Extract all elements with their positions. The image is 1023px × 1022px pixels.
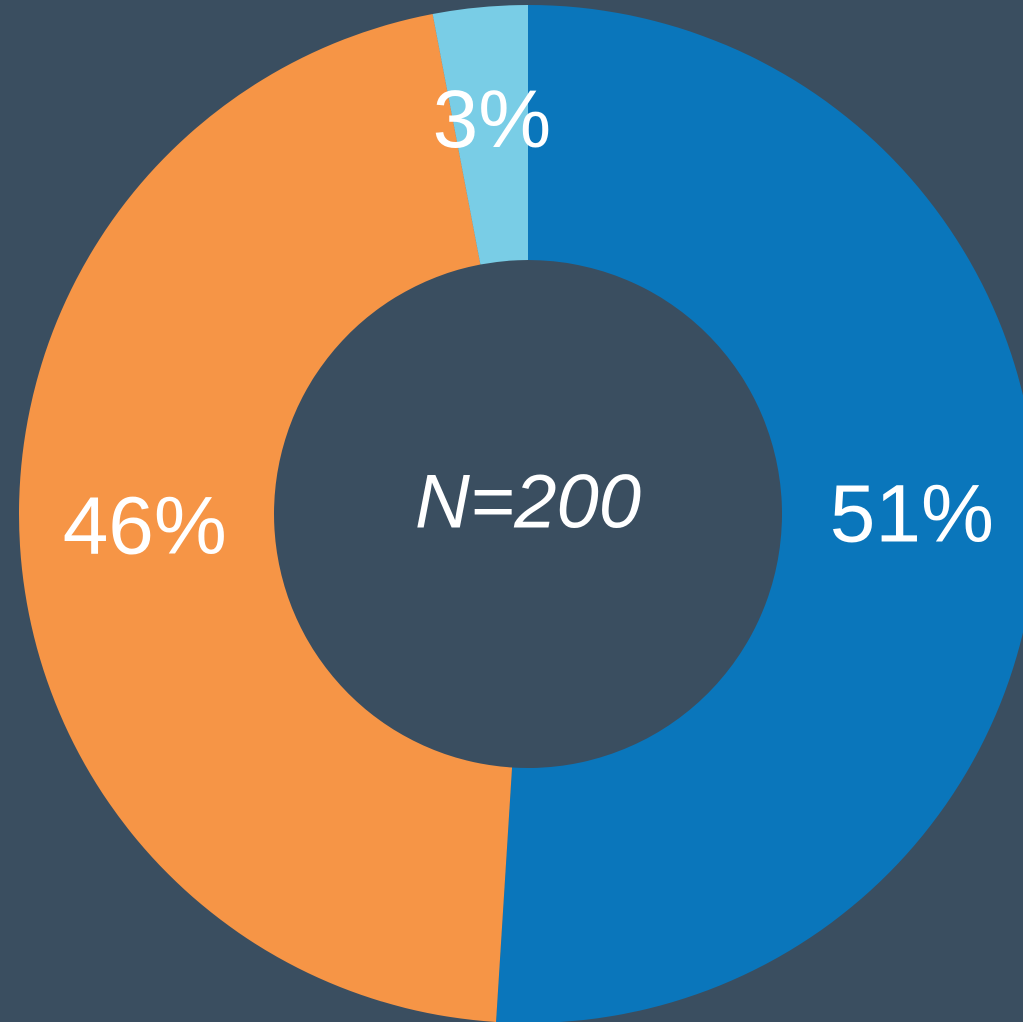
donut-segment <box>18 14 513 1022</box>
center-label: N=200 <box>415 460 641 545</box>
donut-segment <box>496 5 1023 1022</box>
donut-segment <box>432 5 528 265</box>
value-label: 46% <box>63 481 227 572</box>
value-label: 51% <box>830 469 994 560</box>
value-label: 3% <box>433 74 552 165</box>
